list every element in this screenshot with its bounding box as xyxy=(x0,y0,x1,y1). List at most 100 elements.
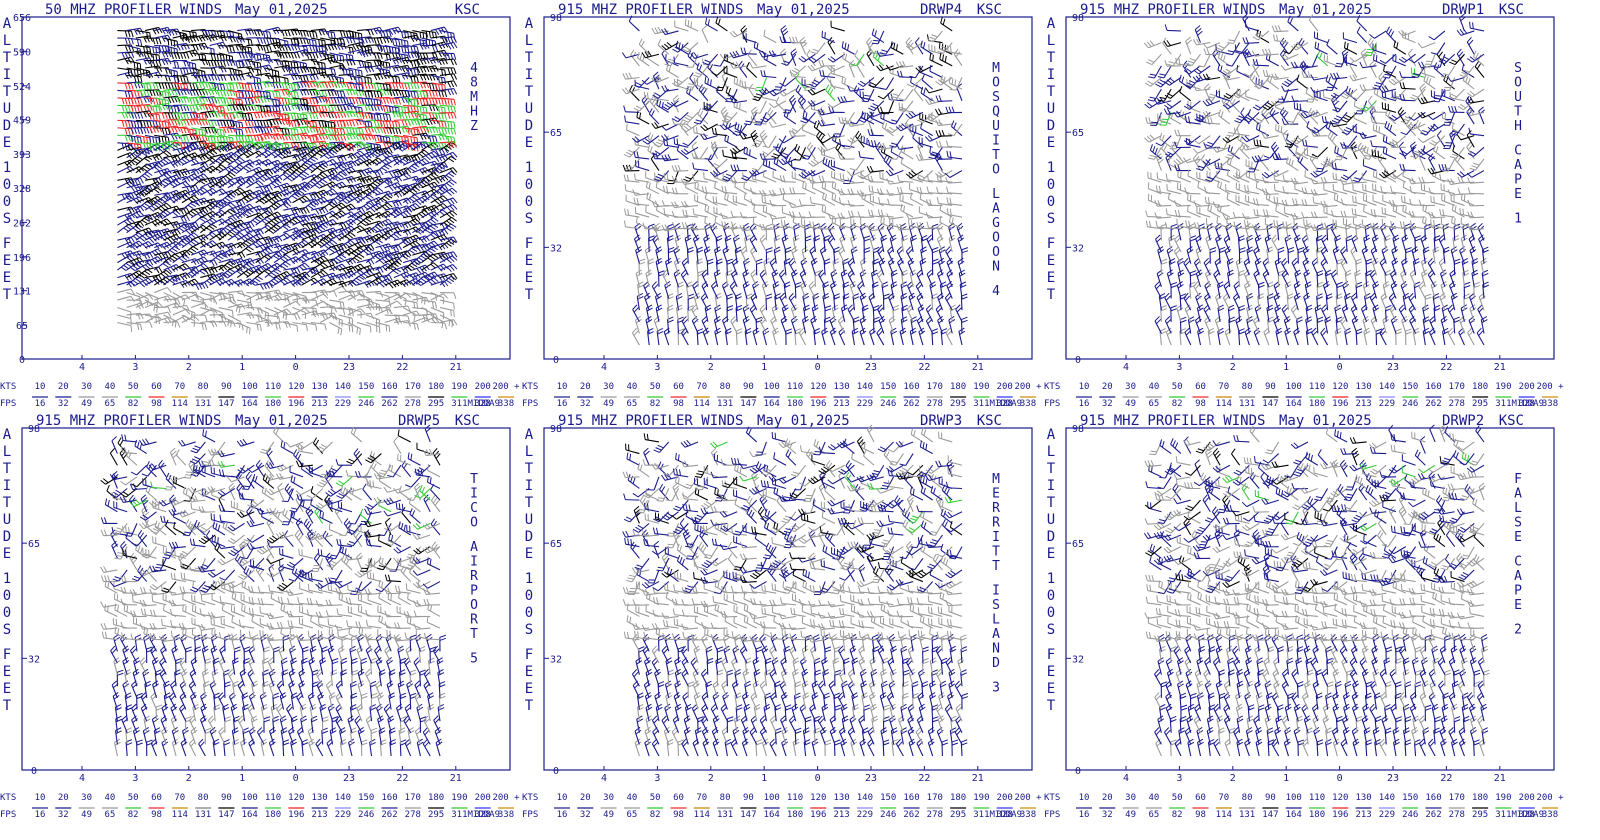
wind-barb xyxy=(905,37,914,55)
wind-barb xyxy=(730,210,747,218)
wind-barb xyxy=(255,292,272,300)
y-axis-label-char: F xyxy=(1047,236,1055,252)
wind-barb xyxy=(681,257,689,276)
wind-barb xyxy=(889,135,904,148)
wind-barb xyxy=(651,224,669,232)
wind-barb xyxy=(439,104,457,113)
wind-barb xyxy=(139,438,157,446)
wind-barb xyxy=(642,633,650,652)
wind-barb xyxy=(290,657,298,675)
legend-kts-value: 160 xyxy=(381,382,397,392)
wind-barb xyxy=(636,111,650,125)
legend-fps-value: 65 xyxy=(104,810,115,820)
wind-barb xyxy=(1155,220,1172,230)
wind-barb xyxy=(1340,88,1358,99)
legend-kts-value: 100 xyxy=(242,382,258,392)
wind-barb xyxy=(231,591,245,606)
wind-barb xyxy=(264,268,282,279)
site-name-char: T xyxy=(992,559,1000,574)
legend-kts-label: KTS xyxy=(0,382,16,392)
wind-barb xyxy=(439,634,446,652)
wind-barb xyxy=(126,74,143,83)
wind-barb xyxy=(1145,210,1162,218)
wind-barb xyxy=(218,258,237,266)
site-name-char: O xyxy=(992,163,1000,178)
legend-fps-value: 311 xyxy=(451,810,467,820)
wind-barb xyxy=(1467,187,1485,195)
wind-barb xyxy=(117,314,132,325)
wind-barb xyxy=(749,62,767,69)
wind-barb xyxy=(690,223,708,231)
wind-barb xyxy=(631,135,650,143)
wind-barb xyxy=(338,306,354,317)
wind-barb xyxy=(1222,135,1240,144)
legend-fps-value: 338 xyxy=(498,399,514,409)
wind-barb xyxy=(1263,209,1279,218)
wind-barb xyxy=(230,703,238,722)
legend-fps-value: 65 xyxy=(104,399,115,409)
site-name-char: L xyxy=(992,187,1000,202)
legend-fps-value: 16 xyxy=(35,810,46,820)
y-axis-label-char: T xyxy=(525,287,534,303)
wind-barb xyxy=(694,78,709,90)
legend-kts-value: 200 xyxy=(1519,382,1535,392)
wind-barb xyxy=(1241,135,1260,143)
wind-barb xyxy=(772,327,780,346)
wind-barb xyxy=(657,39,670,55)
wind-barb xyxy=(218,231,236,241)
wind-barb xyxy=(301,646,309,664)
y-axis-label-char: 1 xyxy=(525,160,533,176)
legend-kts-value: 200 xyxy=(475,793,491,803)
legend-kts-value: 50 xyxy=(650,382,661,392)
wind-barb xyxy=(765,293,773,311)
wind-barb xyxy=(1273,34,1289,44)
wind-barb xyxy=(386,680,394,699)
wind-barb xyxy=(394,585,411,594)
wind-barb xyxy=(1322,281,1330,299)
y-axis-label-char: E xyxy=(525,664,533,680)
wind-barb xyxy=(221,603,235,617)
wind-barb xyxy=(251,634,259,652)
wind-barb xyxy=(181,43,199,51)
wind-barb xyxy=(155,704,163,722)
wind-barb xyxy=(847,200,865,207)
wind-barb xyxy=(416,442,431,455)
wind-barb xyxy=(1363,327,1371,346)
wind-barb xyxy=(427,475,441,489)
wind-barb xyxy=(412,522,431,530)
wind-barb xyxy=(384,260,402,271)
legend-kts-value: 150 xyxy=(1402,382,1418,392)
wind-barb xyxy=(366,169,384,177)
wind-barb xyxy=(662,100,679,111)
wind-barb xyxy=(1372,194,1387,206)
wind-barb xyxy=(653,441,670,453)
wind-barb xyxy=(168,509,186,516)
wind-barb xyxy=(671,598,689,606)
wind-barb xyxy=(654,172,669,183)
wind-barb xyxy=(331,658,339,675)
wind-barb xyxy=(110,529,118,547)
wind-barb xyxy=(283,206,301,215)
wind-barb xyxy=(711,158,728,169)
y-tick-label: 32 xyxy=(28,654,40,665)
wind-barb xyxy=(956,222,964,241)
wind-barb xyxy=(693,112,709,125)
wind-barb xyxy=(681,316,689,334)
wind-barb xyxy=(272,508,284,524)
site-name-char: Z xyxy=(470,119,478,134)
wind-barb xyxy=(1326,39,1338,55)
y-axis-label-char: T xyxy=(3,461,12,477)
wind-barb xyxy=(1427,258,1436,276)
wind-barb xyxy=(1467,88,1485,98)
wind-barb xyxy=(198,738,206,757)
site-name-char: H xyxy=(1514,119,1522,134)
legend-fps-value: 164 xyxy=(1286,399,1302,409)
wind-barb xyxy=(329,233,347,242)
wind-barb xyxy=(384,168,403,178)
x-tick-label: 3 xyxy=(654,362,660,373)
legend-kts-value: 200 xyxy=(997,382,1013,392)
legend-kts-label: KTS xyxy=(0,793,16,803)
wind-barb xyxy=(356,552,363,571)
wind-barb xyxy=(356,312,375,320)
wind-barb xyxy=(645,668,653,687)
